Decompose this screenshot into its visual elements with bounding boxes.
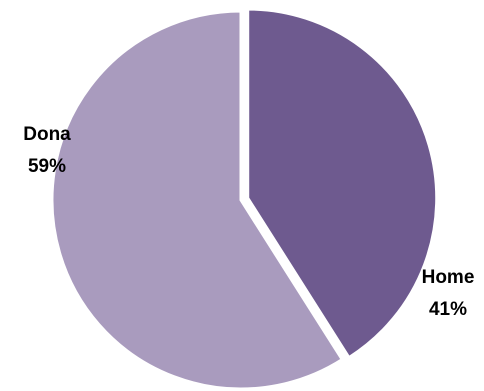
slice-label: Dona	[23, 124, 71, 145]
slice-label: Home	[422, 267, 475, 288]
slice-value-label: 41%	[429, 299, 467, 320]
pie-slice	[246, 7, 439, 360]
slice-value-label: 59%	[28, 156, 66, 177]
pie-slice	[50, 9, 345, 391]
